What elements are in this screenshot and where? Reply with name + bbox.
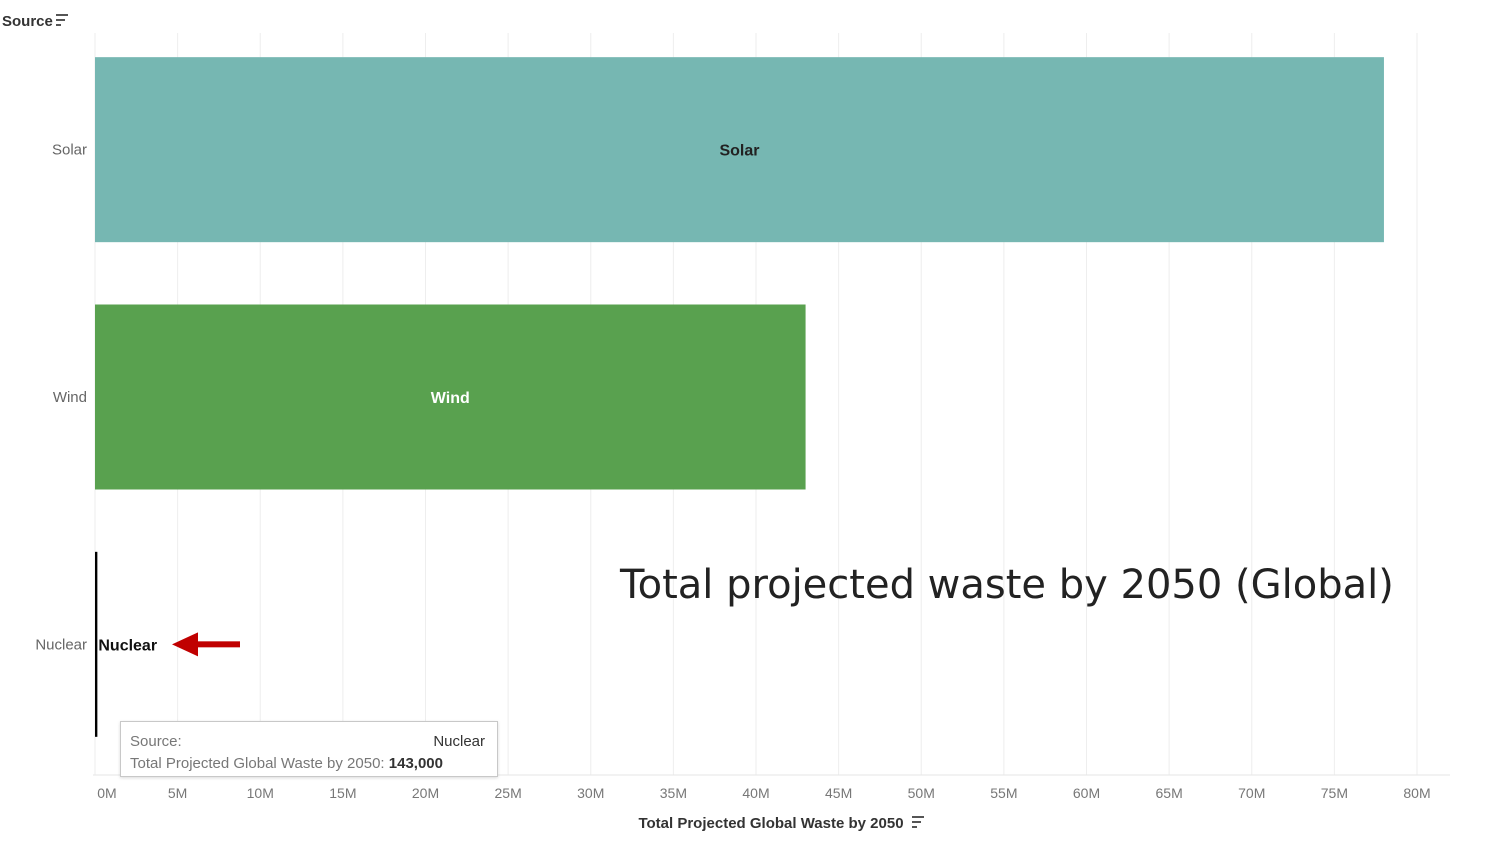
x-tick-label: 80M	[1403, 785, 1430, 801]
bar-solar[interactable]	[95, 57, 1384, 243]
chart-title: Total projected waste by 2050 (Global)	[620, 562, 1394, 608]
annotations	[172, 632, 240, 657]
arrow-annotation	[172, 632, 240, 657]
tooltip-measure-row: Total Projected Global Waste by 2050: 14…	[130, 754, 485, 774]
x-tick-label: 20M	[412, 785, 439, 801]
y-tick-label: Nuclear	[35, 636, 87, 653]
bar-label: Wind	[431, 390, 470, 407]
x-tick-label: 65M	[1156, 785, 1183, 801]
y-tick-label: Wind	[53, 389, 87, 406]
bar-nuclear[interactable]	[95, 551, 98, 737]
tooltip-source-row: Source: Nuclear	[130, 732, 485, 752]
tooltip-measure-label: Total Projected Global Waste by 2050:	[130, 755, 385, 772]
tooltip-measure-value: 143,000	[388, 755, 443, 772]
x-tick-label: 60M	[1073, 785, 1100, 801]
x-tick-label: 25M	[495, 785, 522, 801]
tooltip: Source: Nuclear Total Projected Global W…	[120, 721, 498, 777]
bar-label: Nuclear	[98, 637, 157, 654]
bar-wind[interactable]	[95, 304, 806, 490]
x-tick-label: 0M	[97, 785, 116, 801]
x-tick-label: 75M	[1321, 785, 1348, 801]
x-tick-label: 10M	[247, 785, 274, 801]
x-tick-label: 5M	[168, 785, 187, 801]
bar-label: Solar	[719, 143, 759, 160]
x-tick-label: 30M	[577, 785, 604, 801]
tooltip-source-label: Source:	[130, 733, 182, 750]
tooltip-source-value: Nuclear	[433, 733, 485, 750]
x-tick-label: 70M	[1238, 785, 1265, 801]
y-axis-title[interactable]: Source	[2, 13, 53, 30]
y-sort-icon[interactable]	[56, 14, 68, 26]
x-axis-title[interactable]: Total Projected Global Waste by 2050	[638, 815, 903, 832]
x-tick-label: 40M	[742, 785, 769, 801]
x-tick-label: 15M	[329, 785, 356, 801]
x-tick-label: 50M	[908, 785, 935, 801]
x-tick-label: 45M	[825, 785, 852, 801]
bars	[95, 57, 1384, 737]
x-tick-label: 55M	[990, 785, 1017, 801]
y-tick-label: Solar	[52, 142, 87, 159]
labels: 0M 5M 10M 15M 20M 25M 30M 35M 40M 45M 50M 55M 60M 65M…	[35, 142, 1430, 801]
x-sort-icon[interactable]	[912, 816, 924, 828]
x-tick-label: 35M	[660, 785, 687, 801]
